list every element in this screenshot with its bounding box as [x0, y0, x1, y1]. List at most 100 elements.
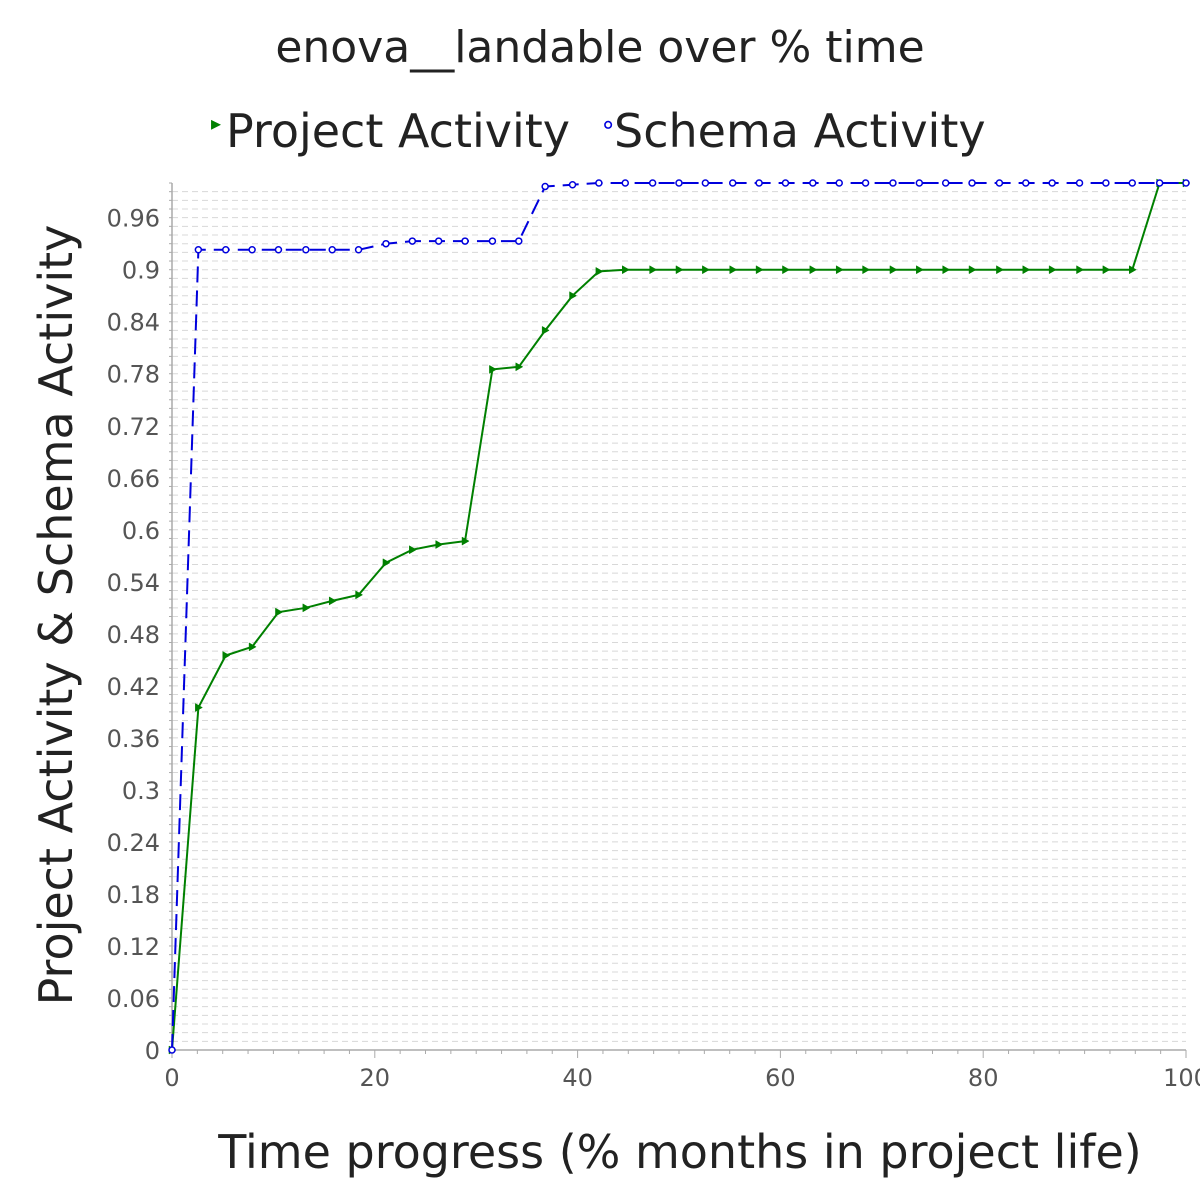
schema-activity-point	[1128, 179, 1137, 187]
schema-activity-point	[541, 182, 549, 191]
project-activity-point	[755, 265, 764, 275]
schema-activity-point	[1022, 179, 1030, 187]
x-tick-label: 100	[1163, 1064, 1200, 1092]
y-tick-label: 0.72	[107, 413, 160, 441]
y-tick-label: 0.48	[107, 621, 160, 649]
schema-activity-point	[728, 179, 737, 187]
legend-label-project: Project Activity	[226, 104, 570, 158]
schema-activity-point	[461, 237, 469, 245]
project-activity-point	[1076, 265, 1085, 275]
x-tick-labels: 0 20 40 60 80 100	[164, 1064, 1200, 1092]
schema-activity-point	[861, 179, 870, 187]
project-activity-point	[1129, 265, 1137, 275]
y-tick-label: 0.36	[107, 725, 160, 753]
y-tick-labels: 0 0.06 0.12 0.18 0.24 0.3 0.36 0.42 0.48 0.54 0.6 0…	[107, 205, 160, 1065]
y-tick-label: 0.84	[107, 309, 160, 337]
project-activity-point	[461, 536, 470, 546]
schema-activity-point	[221, 246, 230, 254]
project-activity-point	[195, 703, 203, 712]
project-activity-point	[1102, 265, 1111, 275]
schema-activity-point	[701, 179, 710, 187]
project-activity-point	[968, 265, 977, 275]
legend: ▸ Project Activity ∘ Schema Activity	[211, 104, 986, 158]
legend-marker-schema: ∘	[600, 110, 616, 140]
schema-activity-point	[274, 246, 283, 254]
schema-activity-point	[889, 179, 897, 187]
x-tick-label: 40	[562, 1064, 593, 1092]
project-activity-point	[382, 558, 391, 568]
schema-activity-point	[835, 179, 843, 187]
chart-title: enova__landable over % time	[275, 22, 924, 73]
project-activity-point	[675, 265, 684, 275]
project-activity-point	[355, 590, 364, 600]
project-activity-point	[809, 265, 818, 275]
schema-activity-point	[328, 246, 336, 254]
y-tick-label: 0.18	[107, 881, 160, 909]
project-activity-point	[489, 364, 497, 374]
schema-activity-point	[1075, 179, 1084, 187]
y-tick-label: 0.12	[107, 933, 160, 961]
schema-activity-point	[995, 179, 1004, 187]
project-activity-point	[835, 265, 844, 275]
y-tick-label: 0.24	[107, 829, 160, 857]
y-tick-label: 0.66	[107, 465, 160, 493]
schema-activity-point	[168, 1046, 176, 1054]
project-activity-point	[328, 596, 337, 606]
x-tick-label: 60	[765, 1064, 796, 1092]
legend-label-schema: Schema Activity	[614, 104, 986, 158]
schema-activity-point	[915, 179, 924, 187]
project-activity-point	[1022, 265, 1031, 275]
y-axis-title: Project Activity & Schema Activity	[29, 225, 83, 1006]
schema-activity-point	[648, 179, 657, 187]
project-activity-point	[275, 607, 283, 617]
y-tick-label: 0.6	[122, 517, 160, 545]
x-axis-title: Time progress (% months in project life)	[217, 1125, 1141, 1179]
project-activity-point	[302, 603, 311, 613]
project-activity-point	[622, 265, 630, 275]
project-activity-point	[435, 540, 444, 549]
schema-activity-point	[248, 246, 256, 254]
project-activity-point	[222, 651, 231, 660]
plot-area: 0 0.06 0.12 0.18 0.24 0.3 0.36 0.42 0.48 0.54 0.6 0…	[107, 178, 1200, 1092]
grid	[172, 191, 1186, 1042]
project-activity-point	[702, 265, 710, 275]
x-tick-label: 20	[360, 1064, 391, 1092]
schema-activity-point	[809, 179, 817, 187]
project-activity-point	[541, 325, 550, 335]
schema-activity-point	[515, 237, 523, 245]
y-tick-label: 0	[145, 1037, 160, 1065]
x-tick-label: 0	[164, 1064, 179, 1092]
schema-activity-point	[354, 246, 363, 254]
y-tick-label: 0.96	[107, 205, 160, 233]
schema-activity-point	[194, 246, 203, 254]
schema-activity-point	[941, 179, 950, 187]
schema-activity-point	[1182, 179, 1190, 187]
project-activity-point	[862, 265, 871, 275]
y-tick-label: 0.3	[122, 777, 160, 805]
legend-marker-project: ▸	[211, 111, 221, 135]
project-activity-point	[1048, 265, 1057, 275]
schema-activity-point	[675, 179, 683, 187]
project-activity-point	[595, 267, 604, 276]
schema-activity-point	[968, 179, 976, 187]
project-activity-point	[889, 265, 898, 275]
schema-activity-point	[621, 179, 630, 187]
y-tick-label: 0.54	[107, 569, 160, 597]
project-activity-point	[515, 362, 524, 372]
schema-activity-point	[434, 237, 443, 245]
schema-activity-point	[781, 179, 790, 187]
project-activity-point	[649, 265, 658, 275]
schema-activity-point	[302, 246, 310, 254]
project-activity-point	[996, 265, 1004, 275]
project-activity-point	[248, 642, 257, 652]
schema-activity-point	[382, 239, 390, 248]
y-tick-label: 0.78	[107, 361, 160, 389]
schema-activity-point	[1102, 179, 1110, 187]
project-activity-point	[916, 265, 924, 275]
y-tick-label: 0.42	[107, 673, 160, 701]
project-activity-point	[409, 545, 417, 555]
schema-activity-point	[595, 179, 603, 187]
schema-activity-point	[488, 237, 497, 245]
project-activity-point	[942, 265, 951, 275]
